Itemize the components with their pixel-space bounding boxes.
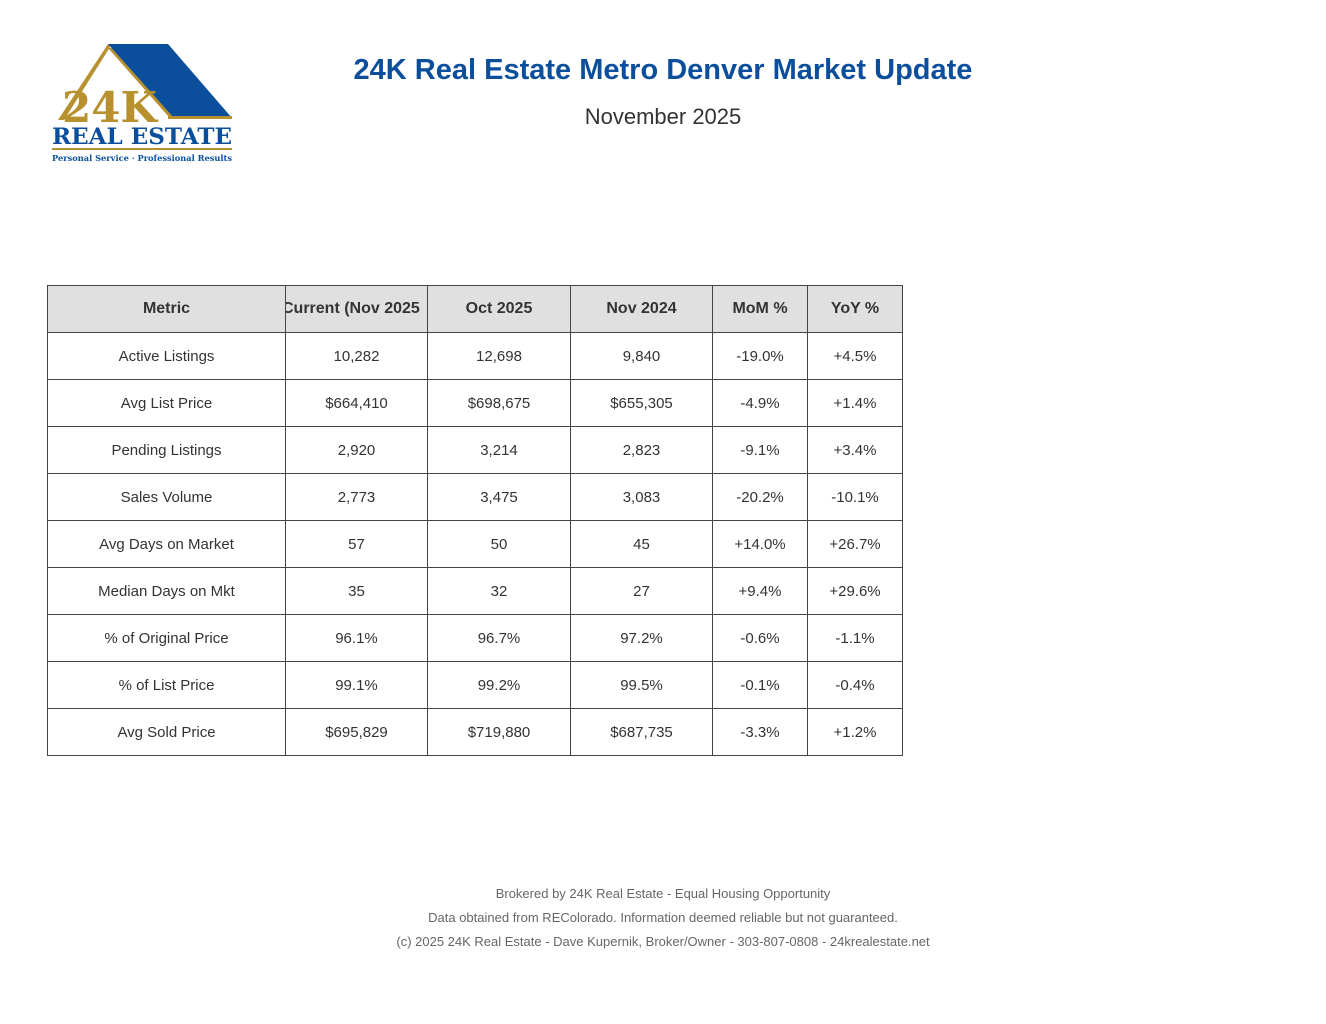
house-roof-icon: 24K REAL ESTATE Personal Service · Profe… — [52, 44, 232, 164]
page-title: 24K Real Estate Metro Denver Market Upda… — [353, 54, 973, 86]
nov-2024-value: 45 — [570, 520, 713, 568]
svg-text:REAL ESTATE: REAL ESTATE — [52, 124, 232, 150]
report-period: November 2025 — [584, 104, 742, 129]
table-row: Avg List Price $664,410 $698,675 $655,30… — [47, 379, 903, 427]
yoy-change: +29.6% — [807, 567, 903, 615]
svg-text:Personal Service · Professiona: Personal Service · Professional Results — [52, 154, 232, 164]
column-header-mom: MoM % — [712, 285, 808, 333]
oct-2025-value: 32 — [427, 567, 571, 615]
nov-2024-value: 97.2% — [570, 614, 713, 662]
yoy-change: -10.1% — [807, 473, 903, 521]
column-header-oct-2025: Oct 2025 — [427, 285, 571, 333]
yoy-change: -0.4% — [807, 661, 903, 709]
oct-2025-value: 99.2% — [427, 661, 571, 709]
metric-name: Pending Listings — [47, 426, 286, 474]
footer-brokerage-line: Brokered by 24K Real Estate - Equal Hous… — [495, 886, 831, 901]
metric-name: % of List Price — [47, 661, 286, 709]
current-value: 99.1% — [285, 661, 428, 709]
yoy-change: +4.5% — [807, 332, 903, 380]
mom-change: -9.1% — [712, 426, 808, 474]
oct-2025-value: $719,880 — [427, 708, 571, 756]
nov-2024-value: 27 — [570, 567, 713, 615]
column-header-current: Current (Nov 2025 — [285, 285, 428, 333]
table-row: Sales Volume 2,773 3,475 3,083 -20.2% -1… — [47, 473, 903, 521]
metric-name: Sales Volume — [47, 473, 286, 521]
oct-2025-value: 3,475 — [427, 473, 571, 521]
mom-change: -3.3% — [712, 708, 808, 756]
metric-name: % of Original Price — [47, 614, 286, 662]
current-value: 2,920 — [285, 426, 428, 474]
metric-name: Avg List Price — [47, 379, 286, 427]
yoy-change: +3.4% — [807, 426, 903, 474]
svg-text:24K: 24K — [62, 83, 158, 132]
nov-2024-value: 99.5% — [570, 661, 713, 709]
current-value: $664,410 — [285, 379, 428, 427]
mom-change: -4.9% — [712, 379, 808, 427]
nov-2024-value: $655,305 — [570, 379, 713, 427]
market-metrics-table: Metric Current (Nov 2025 Oct 2025 Nov 20… — [47, 285, 903, 756]
footer-copyright-line: (c) 2025 24K Real Estate - Dave Kupernik… — [396, 934, 930, 949]
oct-2025-value: $698,675 — [427, 379, 571, 427]
current-value: 10,282 — [285, 332, 428, 380]
oct-2025-value: 96.7% — [427, 614, 571, 662]
metric-name: Avg Days on Market — [47, 520, 286, 568]
table-row: Pending Listings 2,920 3,214 2,823 -9.1%… — [47, 426, 903, 474]
table-row: Median Days on Mkt 35 32 27 +9.4% +29.6% — [47, 567, 903, 615]
metric-name: Active Listings — [47, 332, 286, 380]
table-row: Avg Days on Market 57 50 45 +14.0% +26.7… — [47, 520, 903, 568]
yoy-change: -1.1% — [807, 614, 903, 662]
nov-2024-value: 2,823 — [570, 426, 713, 474]
mom-change: -20.2% — [712, 473, 808, 521]
current-value: $695,829 — [285, 708, 428, 756]
page-footer: Brokered by 24K Real Estate - Equal Hous… — [0, 884, 1326, 956]
yoy-change: +1.4% — [807, 379, 903, 427]
table-row: % of List Price 99.1% 99.2% 99.5% -0.1% … — [47, 661, 903, 709]
oct-2025-value: 12,698 — [427, 332, 571, 380]
mom-change: -0.1% — [712, 661, 808, 709]
current-value: 57 — [285, 520, 428, 568]
yoy-change: +1.2% — [807, 708, 903, 756]
table-row: Active Listings 10,282 12,698 9,840 -19.… — [47, 332, 903, 380]
oct-2025-value: 3,214 — [427, 426, 571, 474]
column-header-metric: Metric — [47, 285, 286, 333]
yoy-change: +26.7% — [807, 520, 903, 568]
oct-2025-value: 50 — [427, 520, 571, 568]
column-header-yoy: YoY % — [807, 285, 903, 333]
mom-change: +14.0% — [712, 520, 808, 568]
metric-name: Avg Sold Price — [47, 708, 286, 756]
current-value: 96.1% — [285, 614, 428, 662]
table-header-row: Metric Current (Nov 2025 Oct 2025 Nov 20… — [47, 285, 903, 333]
current-value: 35 — [285, 567, 428, 615]
table-row: % of Original Price 96.1% 96.7% 97.2% -0… — [47, 614, 903, 662]
mom-change: -19.0% — [712, 332, 808, 380]
mom-change: -0.6% — [712, 614, 808, 662]
company-logo: 24K REAL ESTATE Personal Service · Profe… — [50, 42, 234, 166]
mom-change: +9.4% — [712, 567, 808, 615]
current-value: 2,773 — [285, 473, 428, 521]
table-row: Avg Sold Price $695,829 $719,880 $687,73… — [47, 708, 903, 756]
column-header-nov-2024: Nov 2024 — [570, 285, 713, 333]
nov-2024-value: 3,083 — [570, 473, 713, 521]
footer-disclaimer-line: Data obtained from REColorado. Informati… — [428, 910, 898, 925]
nov-2024-value: $687,735 — [570, 708, 713, 756]
nov-2024-value: 9,840 — [570, 332, 713, 380]
metric-name: Median Days on Mkt — [47, 567, 286, 615]
